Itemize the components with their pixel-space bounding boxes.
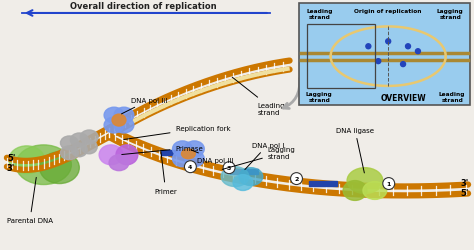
Text: DNA pol III: DNA pol III (191, 150, 233, 163)
Text: 5': 5' (7, 154, 15, 162)
Circle shape (376, 60, 381, 64)
Bar (308, 25, 375, 88)
Text: 4: 4 (188, 164, 192, 170)
Ellipse shape (239, 168, 263, 186)
Text: DNA pol III: DNA pol III (121, 98, 167, 114)
Ellipse shape (61, 146, 78, 160)
Text: DNA pol I: DNA pol I (245, 142, 284, 170)
Text: Origin of replication: Origin of replication (355, 9, 422, 14)
Ellipse shape (173, 151, 192, 167)
Text: Leading
strand: Leading strand (439, 92, 465, 103)
Circle shape (406, 44, 410, 50)
Circle shape (291, 173, 302, 185)
Text: Lagging
strand: Lagging strand (306, 92, 333, 103)
Ellipse shape (82, 140, 97, 154)
Text: 3: 3 (227, 166, 231, 170)
Ellipse shape (16, 145, 72, 185)
Ellipse shape (184, 151, 204, 167)
Bar (162, 151, 189, 156)
Ellipse shape (80, 130, 98, 144)
Ellipse shape (221, 167, 249, 187)
Bar (310, 182, 337, 187)
Ellipse shape (363, 182, 387, 200)
Text: Leading
strand: Leading strand (306, 9, 333, 20)
Ellipse shape (109, 155, 129, 171)
Text: 3': 3' (7, 164, 15, 172)
Text: Parental DNA: Parental DNA (7, 178, 53, 224)
Ellipse shape (72, 143, 87, 157)
Circle shape (415, 50, 420, 54)
Text: 5': 5' (460, 188, 468, 197)
Ellipse shape (112, 115, 126, 126)
Circle shape (401, 62, 406, 67)
Ellipse shape (116, 145, 138, 165)
Text: DNA ligase: DNA ligase (336, 128, 374, 173)
Ellipse shape (104, 118, 124, 134)
Ellipse shape (173, 141, 192, 157)
Ellipse shape (9, 146, 45, 174)
Text: Primase: Primase (122, 145, 203, 155)
Ellipse shape (99, 145, 123, 165)
Bar (230, 170, 257, 174)
Ellipse shape (182, 149, 195, 159)
Ellipse shape (114, 108, 134, 124)
Text: Lagging
strand: Lagging strand (222, 147, 295, 170)
Text: 2: 2 (294, 176, 299, 181)
Text: Replication fork: Replication fork (124, 126, 230, 140)
Circle shape (366, 44, 371, 50)
Ellipse shape (184, 141, 204, 157)
Ellipse shape (114, 118, 134, 134)
Text: 1: 1 (387, 181, 391, 186)
Ellipse shape (61, 136, 78, 150)
Ellipse shape (40, 152, 79, 184)
Ellipse shape (343, 181, 367, 201)
Circle shape (223, 162, 235, 174)
Circle shape (386, 40, 391, 44)
Ellipse shape (233, 175, 253, 191)
Text: Leading
strand: Leading strand (232, 78, 285, 115)
Text: Overall direction of replication: Overall direction of replication (71, 2, 217, 11)
Text: OVERVIEW: OVERVIEW (380, 94, 426, 103)
Text: 3': 3' (460, 178, 468, 187)
Ellipse shape (347, 168, 383, 194)
FancyBboxPatch shape (300, 4, 470, 106)
Circle shape (184, 161, 196, 173)
Circle shape (383, 178, 395, 190)
Ellipse shape (104, 108, 124, 124)
Text: Lagging
strand: Lagging strand (437, 9, 464, 20)
Ellipse shape (70, 134, 88, 147)
Text: Primer: Primer (154, 152, 177, 194)
